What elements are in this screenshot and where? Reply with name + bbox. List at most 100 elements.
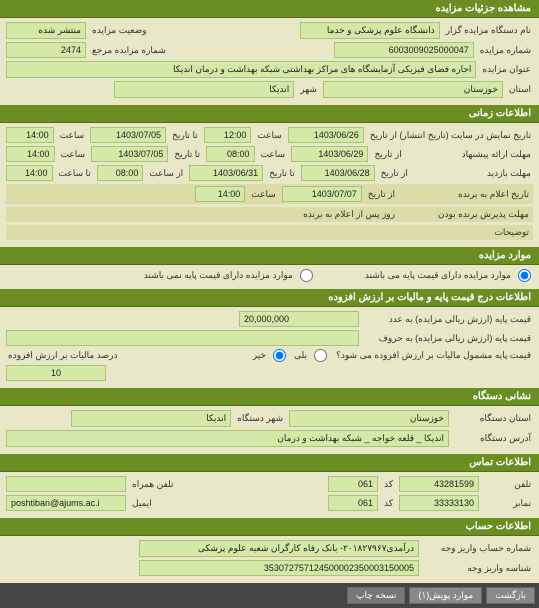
id-label: شناسه واریز وجه: [423, 563, 533, 574]
footer-bar: بازگشت موارد پویش(۱) نسخه چاپ: [0, 583, 539, 608]
num-label: شماره مزایده: [478, 45, 533, 56]
publish-from-date[interactable]: 1403/06/26: [288, 127, 364, 143]
subject-label: عنوان مزایده: [480, 64, 533, 75]
desc-label: توضیحات: [401, 227, 531, 238]
acc-value: درآمدی۲۰۱۸۲۷۹۶۷- بانک رفاه کارگران شعبه …: [139, 540, 419, 557]
section-header-address: نشانی دستگاه: [0, 388, 539, 406]
to-label-1: تا تاریخ: [170, 130, 200, 141]
no-label: خیر: [251, 350, 268, 361]
to-label-2: تا تاریخ: [172, 149, 202, 160]
addr-label: آدرس دستگاه: [453, 433, 533, 444]
mobile-value: [6, 476, 126, 492]
offer-label: مهلت ارائه پیشنهاد: [408, 149, 533, 160]
print-button[interactable]: نسخه چاپ: [347, 587, 405, 604]
province-value: خوزستان: [323, 81, 503, 98]
vat-pct-label: درصد مالیات بر ارزش افزوده: [6, 350, 119, 361]
vat-q-label: قیمت پایه مشمول مالیات بر ارزش افزوده می…: [333, 350, 533, 361]
to-label-3: تا تاریخ: [267, 168, 297, 179]
section-header-timing: اطلاعات زمانی: [0, 105, 539, 123]
section-body-items: موارد مزایده دارای قیمت پایه می باشند مو…: [0, 265, 539, 289]
addr-province-label: استان دستگاه: [453, 413, 533, 424]
visit-from-time[interactable]: 08:00: [97, 165, 144, 181]
from-time-label: از ساعت: [147, 168, 185, 179]
offer-to-time[interactable]: 14:00: [6, 146, 55, 162]
offer-from-time[interactable]: 08:00: [206, 146, 255, 162]
publish-from-time[interactable]: 12:00: [204, 127, 252, 143]
offer-from-date[interactable]: 1403/06/29: [291, 146, 368, 162]
offer-to-date[interactable]: 1403/07/05: [91, 146, 168, 162]
email-value: poshtiban@ajums.ac.i: [6, 495, 126, 511]
from-label-2: از تاریخ: [372, 149, 403, 160]
code-label-2: کد: [382, 498, 395, 509]
acc-label: شماره حساب واریز وجه: [423, 543, 533, 554]
accept-note: روز پس از اعلام به برنده: [301, 209, 397, 220]
base-num-label: قیمت پایه (ارزش ریالی مزایده) به عدد: [363, 314, 533, 325]
publish-to-date[interactable]: 1403/07/05: [90, 127, 166, 143]
code-label-1: کد: [382, 479, 395, 490]
base-txt-value[interactable]: [6, 330, 359, 346]
province-label: استان: [507, 84, 533, 95]
addr-province-value: خوزستان: [289, 410, 449, 427]
org-value: دانشگاه علوم پزشکی و خدما: [300, 22, 440, 39]
section-body-timing: تاریخ نمایش در سایت (تاریخ انتشار) از تا…: [0, 123, 539, 247]
announce-label: تاریخ اعلام به برنده: [401, 189, 531, 200]
base-txt-label: قیمت پایه (ارزش ریالی مزایده) به حروف: [363, 333, 533, 344]
yes-label: بلی: [292, 350, 309, 361]
time-label-4: ساعت: [59, 149, 88, 160]
section-header-details: مشاهده جزئیات مزایده: [0, 0, 539, 18]
section-header-items: موارد مزایده: [0, 247, 539, 265]
org-label: نام دستگاه مزایده گزار: [444, 25, 533, 36]
city-label: شهر: [298, 84, 319, 95]
status-label: وضعیت مزایده: [90, 25, 149, 36]
id-value: 353072757124500002350003150005: [139, 560, 419, 576]
section-header-contact: اطلاعات تماس: [0, 454, 539, 472]
time-label-1: ساعت: [255, 130, 284, 141]
publish-label: تاریخ نمایش در سایت (تاریخ انتشار): [403, 130, 533, 141]
opt2-label: موارد مزایده دارای قیمت پایه نمی باشند: [142, 270, 295, 281]
fax-value: 33333130: [399, 495, 479, 511]
subject-value: اجاره فضای فیزیکی آزمایشگاه های مراکز به…: [6, 61, 476, 78]
base-num-value[interactable]: 20,000,000: [239, 311, 359, 327]
time-label-3: ساعت: [259, 149, 288, 160]
radio-vat-yes[interactable]: [314, 349, 327, 362]
from-label-3: از تاریخ: [379, 168, 410, 179]
addr-city-label: شهر دستگاه: [235, 413, 285, 424]
phone-value: 43281599: [399, 476, 479, 492]
mobile-label: تلفن همراه: [130, 479, 176, 490]
addr-city-value: اندیکا: [71, 410, 231, 427]
visit-to-date[interactable]: 1403/06/31: [189, 165, 263, 181]
status-value: منتشر شده: [6, 22, 86, 39]
announce-time[interactable]: 14:00: [195, 186, 245, 202]
announce-date[interactable]: 1403/07/07: [282, 186, 362, 202]
accept-label: مهلت پذیرش برنده بودن: [401, 209, 531, 220]
radio-no-base[interactable]: [300, 269, 313, 282]
from-label-4: از تاریخ: [366, 189, 397, 200]
items-button[interactable]: موارد پویش(۱): [409, 587, 482, 604]
email-label: ایمیل: [130, 498, 154, 509]
publish-to-time[interactable]: 14:00: [6, 127, 54, 143]
ref-label: شماره مزایده مرجع: [90, 45, 168, 56]
opt1-label: موارد مزایده دارای قیمت پایه می باشند: [363, 270, 513, 281]
addr-value: اندیکا _ قلعه خواجه _ شبکه بهداشت و درما…: [6, 430, 449, 447]
ref-value: 2474: [6, 42, 86, 58]
phone-label: تلفن: [483, 479, 533, 490]
visit-label: مهلت بازدید: [414, 168, 533, 179]
code1-value: 061: [328, 476, 378, 492]
section-body-details: نام دستگاه مزایده گزار دانشگاه علوم پزشک…: [0, 18, 539, 105]
time-label-5: ساعت: [249, 189, 278, 200]
section-body-contact: تلفن 43281599 کد 061 تلفن همراه نمابر 33…: [0, 472, 539, 518]
visit-from-date[interactable]: 1403/06/28: [301, 165, 375, 181]
num-value: 6003009025000047: [334, 42, 474, 58]
code2-value: 061: [328, 495, 378, 511]
radio-has-base[interactable]: [518, 269, 531, 282]
section-header-account: اطلاعات حساب: [0, 518, 539, 536]
visit-to-time[interactable]: 14:00: [6, 165, 53, 181]
radio-vat-no[interactable]: [273, 349, 286, 362]
section-body-price: قیمت پایه (ارزش ریالی مزایده) به عدد 20,…: [0, 307, 539, 388]
city-value: اندیکا: [114, 81, 294, 98]
to-time-label: تا ساعت: [57, 168, 93, 179]
vat-pct-value[interactable]: 10: [6, 365, 106, 381]
time-label-2: ساعت: [58, 130, 87, 141]
section-header-price: اطلاعات درج قیمت پایه و مالیات بر ارزش ا…: [0, 289, 539, 307]
back-button[interactable]: بازگشت: [486, 587, 535, 604]
